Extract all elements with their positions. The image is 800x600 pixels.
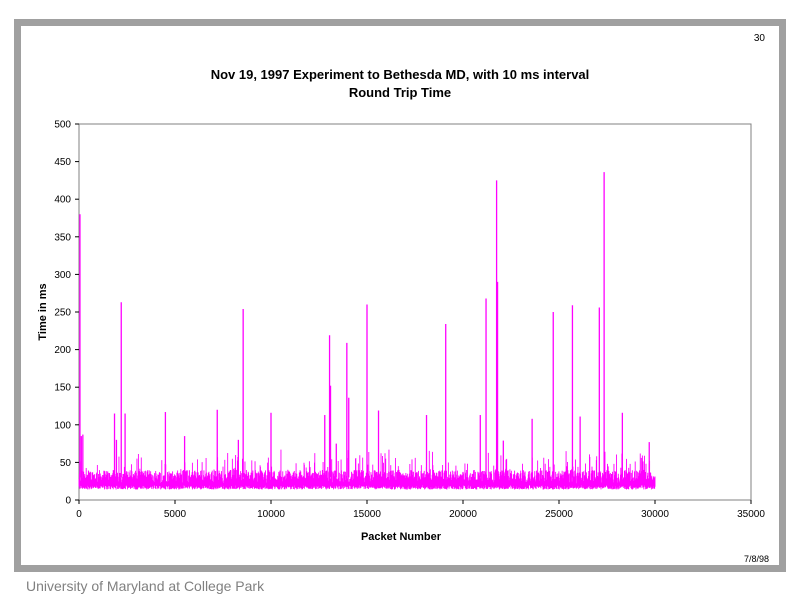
chart-subtitle: Round Trip Time [349, 85, 451, 100]
y-tick-label: 300 [54, 270, 71, 281]
x-tick-label: 25000 [545, 509, 573, 520]
x-tick-label: 10000 [257, 509, 285, 520]
y-tick-label: 450 [54, 157, 71, 168]
y-tick-label: 500 [54, 120, 71, 131]
x-tick-label: 35000 [737, 509, 765, 520]
chart-title: Nov 19, 1997 Experiment to Bethesda MD, … [211, 67, 590, 82]
y-axis-label: Time in ms [37, 283, 49, 340]
x-tick-label: 30000 [641, 509, 669, 520]
series-layer [78, 172, 656, 490]
y-tick-label: 100 [54, 420, 71, 431]
footer-text: University of Maryland at College Park [26, 578, 265, 594]
rtt-baseline [78, 449, 656, 490]
x-tick-label: 0 [76, 509, 82, 520]
y-tick-label: 50 [60, 458, 72, 469]
y-tick-label: 250 [54, 308, 71, 319]
slide-frame: 30 Nov 19, 1997 Experiment to Bethesda M… [14, 19, 786, 572]
x-tick-label: 20000 [449, 509, 477, 520]
date-stamp: 7/8/98 [743, 554, 769, 564]
slide-number: 30 [753, 33, 765, 44]
y-tick-label: 400 [54, 195, 71, 206]
y-tick-label: 0 [65, 496, 71, 507]
x-tick-label: 5000 [164, 509, 187, 520]
rtt-chart: Nov 19, 1997 Experiment to Bethesda MD, … [37, 67, 765, 543]
plot-area [78, 123, 752, 501]
y-tick-label: 350 [54, 232, 71, 243]
y-tick-label: 150 [54, 383, 71, 394]
x-tick-label: 15000 [353, 509, 381, 520]
x-axis-label: Packet Number [361, 531, 442, 543]
slide-canvas: 30 Nov 19, 1997 Experiment to Bethesda M… [21, 26, 779, 565]
y-tick-label: 200 [54, 345, 71, 356]
